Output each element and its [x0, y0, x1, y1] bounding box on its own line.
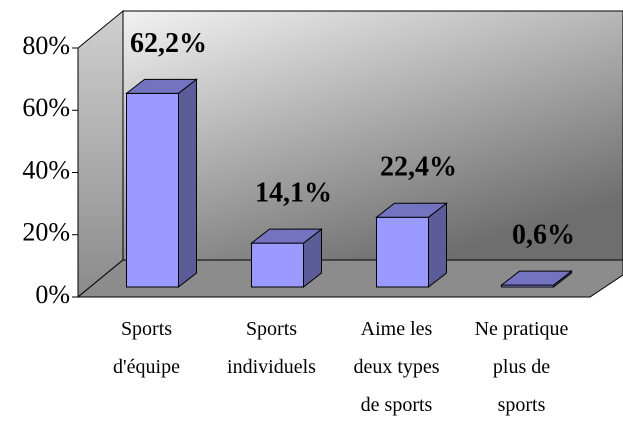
value-label: 62,2%: [130, 28, 207, 59]
bar-front: [126, 92, 179, 288]
bar-top: [500, 270, 573, 286]
side-wall: [77, 9, 124, 299]
y-tick-label: 20%: [22, 218, 70, 247]
x-tick-label: Sports d'équipe: [113, 318, 180, 378]
y-tick-label: 60%: [22, 93, 70, 122]
value-label: 0,6%: [512, 220, 575, 251]
y-tick-label: 80%: [22, 31, 70, 60]
bar-top: [250, 228, 323, 244]
bar-side: [428, 202, 447, 289]
value-label: 22,4%: [380, 152, 457, 183]
bar-front: [251, 242, 304, 288]
bar-top: [125, 78, 198, 94]
value-label: 14,1%: [255, 178, 332, 209]
y-tick-label: 0%: [35, 280, 70, 309]
x-tick-label: Sports individuels: [227, 318, 316, 378]
bar-side: [178, 78, 197, 289]
bar-top: [375, 202, 448, 218]
y-tick-label: 40%: [22, 155, 70, 184]
x-tick-label: Ne pratique plus de sports: [475, 318, 569, 416]
bar-front: [376, 216, 429, 288]
x-tick-label: Aime les deux types de sports: [353, 318, 439, 416]
